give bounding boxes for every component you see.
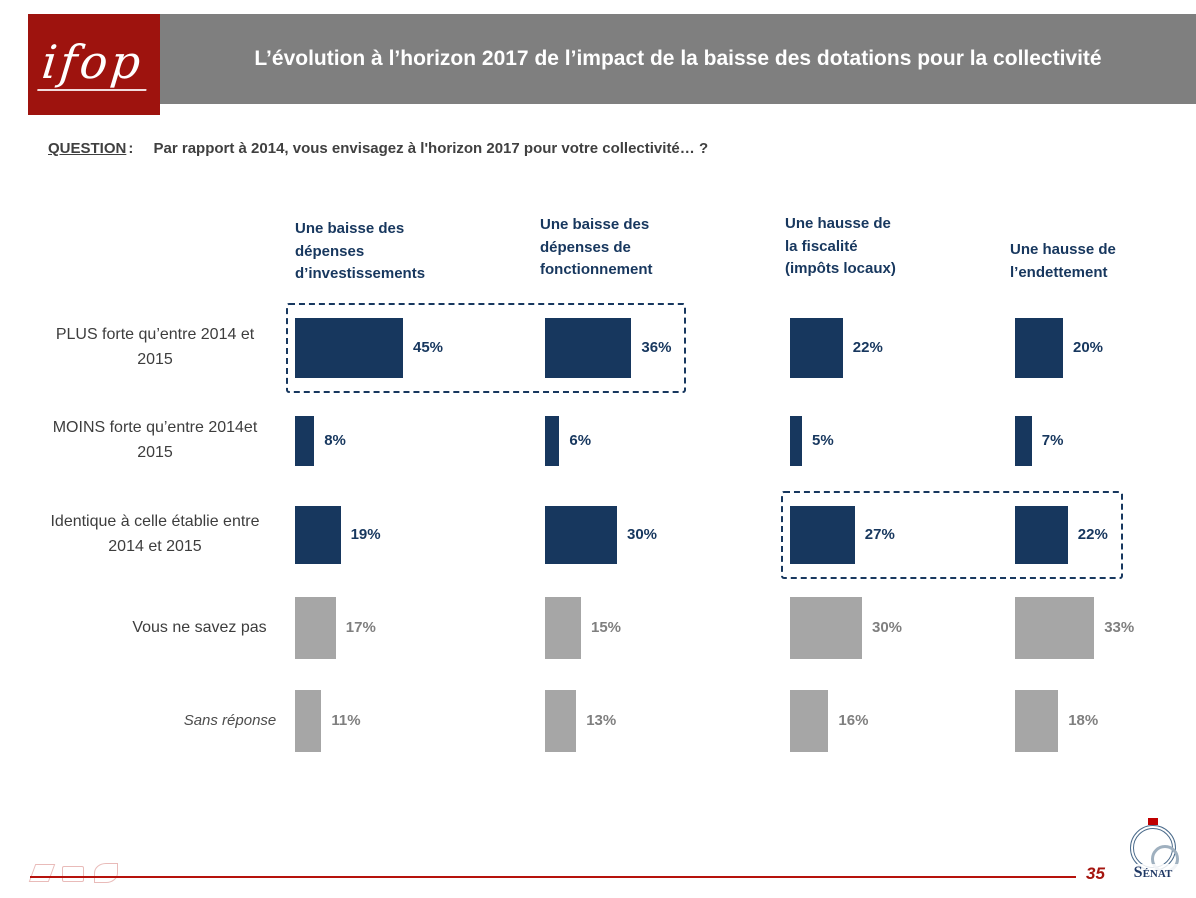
watermark-shape bbox=[62, 866, 84, 882]
row-label: Identique à celle établie entre 2014 et … bbox=[50, 513, 260, 555]
question-text: Par rapport à 2014, vous envisagez à l'h… bbox=[153, 140, 709, 157]
bar bbox=[295, 690, 322, 752]
row-label: Vous ne savez pas bbox=[132, 618, 267, 636]
value-label: 11% bbox=[331, 712, 361, 729]
bar bbox=[1015, 416, 1032, 466]
value-label: 5% bbox=[812, 432, 834, 449]
bar bbox=[545, 690, 577, 752]
bar bbox=[790, 506, 855, 564]
value-label: 6% bbox=[569, 432, 592, 449]
watermark-shape bbox=[94, 863, 118, 883]
value-label: 30% bbox=[872, 619, 903, 636]
value-label: 45% bbox=[413, 339, 444, 356]
question-label: QUESTION bbox=[48, 140, 127, 157]
page-number: 35 bbox=[1086, 864, 1105, 883]
bar bbox=[295, 597, 336, 659]
bar bbox=[295, 416, 315, 466]
bar bbox=[1015, 318, 1063, 378]
footer-rule bbox=[30, 876, 1076, 878]
value-label: 16% bbox=[838, 712, 869, 729]
value-label: 17% bbox=[345, 619, 376, 636]
value-label: 22% bbox=[1077, 526, 1108, 543]
bar bbox=[545, 416, 560, 466]
bar bbox=[790, 690, 829, 752]
bar bbox=[545, 597, 581, 659]
value-label: 20% bbox=[1073, 339, 1104, 356]
value-label: 27% bbox=[864, 526, 895, 543]
bar bbox=[790, 416, 802, 466]
ifop-logo: ifop bbox=[28, 14, 160, 115]
slide-title: L’évolution à l’horizon 2017 de l’impact… bbox=[254, 47, 1102, 70]
bar bbox=[790, 597, 862, 659]
row-label: PLUS forte qu’entre 2014 et 2015 bbox=[55, 326, 255, 368]
column-header: Une hausse de la fiscalité (impôts locau… bbox=[785, 215, 896, 277]
column-header: Une hausse de l’endettement bbox=[1010, 241, 1116, 281]
senat-logo: Sénat bbox=[1122, 818, 1184, 892]
bar bbox=[1015, 597, 1095, 659]
bar bbox=[790, 318, 843, 378]
value-label: 15% bbox=[591, 619, 622, 636]
bar bbox=[545, 318, 632, 378]
senat-logo-text: Sénat bbox=[1122, 864, 1184, 882]
bar bbox=[1015, 690, 1059, 752]
bar bbox=[295, 318, 403, 378]
value-label: 19% bbox=[350, 526, 381, 543]
value-label: 18% bbox=[1068, 712, 1099, 729]
bar bbox=[295, 506, 341, 564]
row-label: MOINS forte qu’entre 2014et 2015 bbox=[52, 419, 258, 461]
bar bbox=[545, 506, 617, 564]
title-banner: L’évolution à l’horizon 2017 de l’impact… bbox=[160, 14, 1196, 104]
value-label: 22% bbox=[852, 339, 883, 356]
senat-logo-red-accent bbox=[1148, 818, 1158, 825]
value-label: 36% bbox=[641, 339, 672, 356]
value-label: 13% bbox=[586, 712, 617, 729]
question-colon: : bbox=[128, 140, 134, 157]
value-label: 30% bbox=[627, 526, 658, 543]
value-label: 33% bbox=[1104, 619, 1135, 636]
column-header: Une baisse des dépenses d’investissement… bbox=[295, 220, 426, 282]
value-label: 8% bbox=[324, 432, 346, 449]
bar bbox=[1015, 506, 1068, 564]
question-line: QUESTION: Par rapport à 2014, vous envis… bbox=[48, 140, 708, 157]
row-label: Sans réponse bbox=[183, 712, 277, 730]
value-label: 7% bbox=[1041, 432, 1064, 449]
column-header: Une baisse des dépenses de fonctionnemen… bbox=[540, 216, 653, 278]
